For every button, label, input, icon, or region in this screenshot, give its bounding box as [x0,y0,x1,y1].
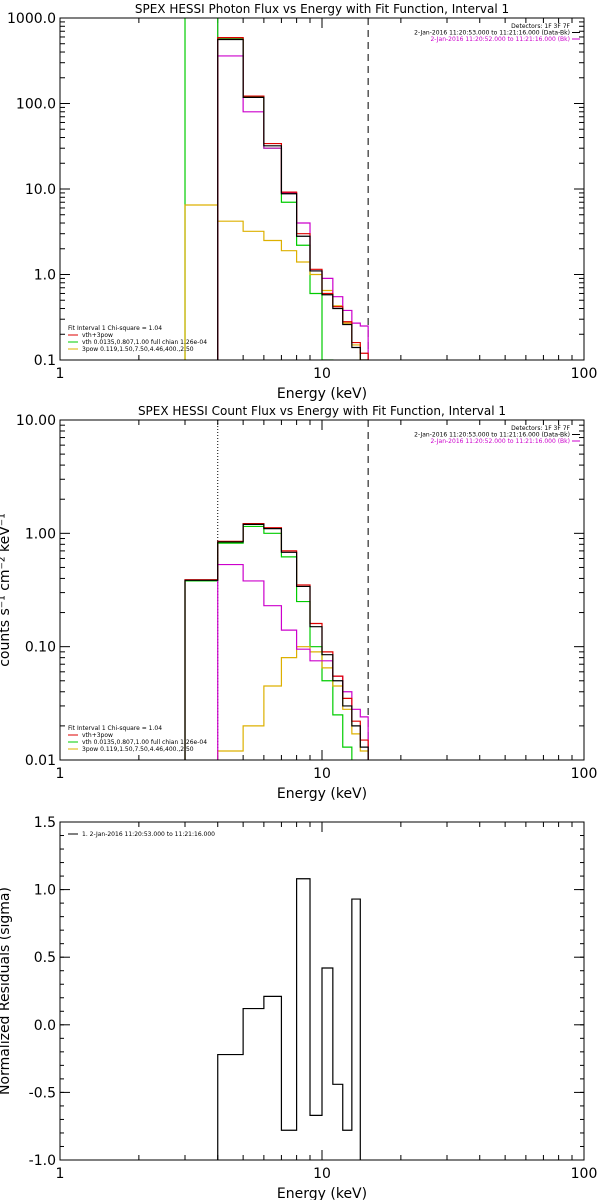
plot-frame [59,17,585,361]
y-tick-label: 10.00 [16,413,56,429]
series-powerlaw [217,646,369,760]
series-total [184,522,369,760]
info-text: 2-Jan-2016 11:20:53.000 to 11:21:16.000 … [414,432,570,439]
panel-1: SPEX HESSI Photon Flux vs Energy with Fi… [7,2,598,402]
y-tick-label: 1.0 [34,883,56,899]
y-tick-label: 0.01 [25,753,56,769]
y-tick-label: 1.0 [34,268,56,284]
legend-entry: Fit Interval 1 Chi-square = 1.04 [68,725,162,732]
series-residuals [217,878,361,1160]
series-thermal [184,18,334,360]
series-group [184,18,369,360]
x-tick-label: 1 [56,1166,65,1182]
x-tick-label: 10 [313,766,331,782]
legend-entry: vth+3pow [82,732,113,739]
series-background [217,563,369,760]
legend-entry: Fit Interval 1 Chi-square = 1.04 [68,325,162,332]
legend-entry: vth 0.0135,0.807,1.00 full chian 1.26e-0… [82,739,207,746]
y-tick-label: 0.0 [34,1018,56,1034]
series-thermal [184,525,353,760]
info-text: Detectors: 1F 3F 7F [511,425,570,432]
x-tick-label: 100 [571,366,598,382]
x-axis-label: Energy (keV) [277,1186,367,1200]
info-text: 2-Jan-2016 11:20:53.000 to 11:21:16.000 … [414,30,570,37]
x-tick-label: 10 [313,366,331,382]
y-axis-label: counts s⁻¹ cm⁻² keV⁻¹ [0,513,13,667]
legend-entry: 1. 2-Jan-2016 11:20:53.000 to 11:21:16.0… [82,831,215,838]
panel-3: Energy (keV) Normalized Residuals (sigma)… [0,815,597,1200]
series-data [184,523,369,760]
info-text: Detectors: 1F 3F 7F [511,23,570,30]
y-tick-label: 0.10 [25,640,56,656]
legend-entry: 3pow 0.119,1.50,7.50,4.46,400.,2.50 [82,346,194,353]
y-tick-label: 1000.0 [7,11,56,27]
y-tick-label: 1.5 [34,815,56,831]
info-text: 2-Jan-2016 11:20:52.000 to 11:21:16.000 … [430,36,570,43]
plot-frame [59,821,585,1161]
info-text: 2-Jan-2016 11:20:52.000 to 11:21:16.000 … [430,438,570,445]
y-axis-label: Normalized Residuals (sigma) [0,887,13,1095]
y-tick-label: 0.1 [34,353,56,369]
y-tick-label: 10.0 [25,182,56,198]
legend-entry: vth 0.0135,0.807,1.00 full chian 1.26e-0… [82,339,207,346]
series-background [217,55,369,360]
chart-title: SPEX HESSI Count Flux vs Energy with Fit… [138,404,506,418]
x-tick-label: 1 [56,766,65,782]
x-axis-label: Energy (keV) [277,786,367,802]
plot-frame [59,419,585,761]
series-total [217,36,369,360]
y-tick-label: 1.00 [25,526,56,542]
legend-entry: vth+3pow [82,332,113,339]
x-tick-label: 1 [56,366,65,382]
x-axis-label: Energy (keV) [277,386,367,402]
series-group [217,878,361,1160]
series-data [217,38,369,360]
series-group [184,522,369,760]
y-tick-label: -0.5 [29,1085,56,1101]
y-tick-label: -1.0 [29,1153,56,1169]
y-tick-label: 0.5 [34,950,56,966]
series-powerlaw [184,204,369,360]
y-tick-label: 100.0 [16,97,56,113]
panel-2: SPEX HESSI Count Flux vs Energy with Fit… [0,404,597,802]
x-tick-label: 10 [313,1166,331,1182]
chart-title: SPEX HESSI Photon Flux vs Energy with Fi… [135,2,509,16]
x-tick-label: 100 [571,766,598,782]
legend-entry: 3pow 0.119,1.50,7.50,4.46,400.,2.50 [82,746,194,753]
x-tick-label: 100 [571,1166,598,1182]
